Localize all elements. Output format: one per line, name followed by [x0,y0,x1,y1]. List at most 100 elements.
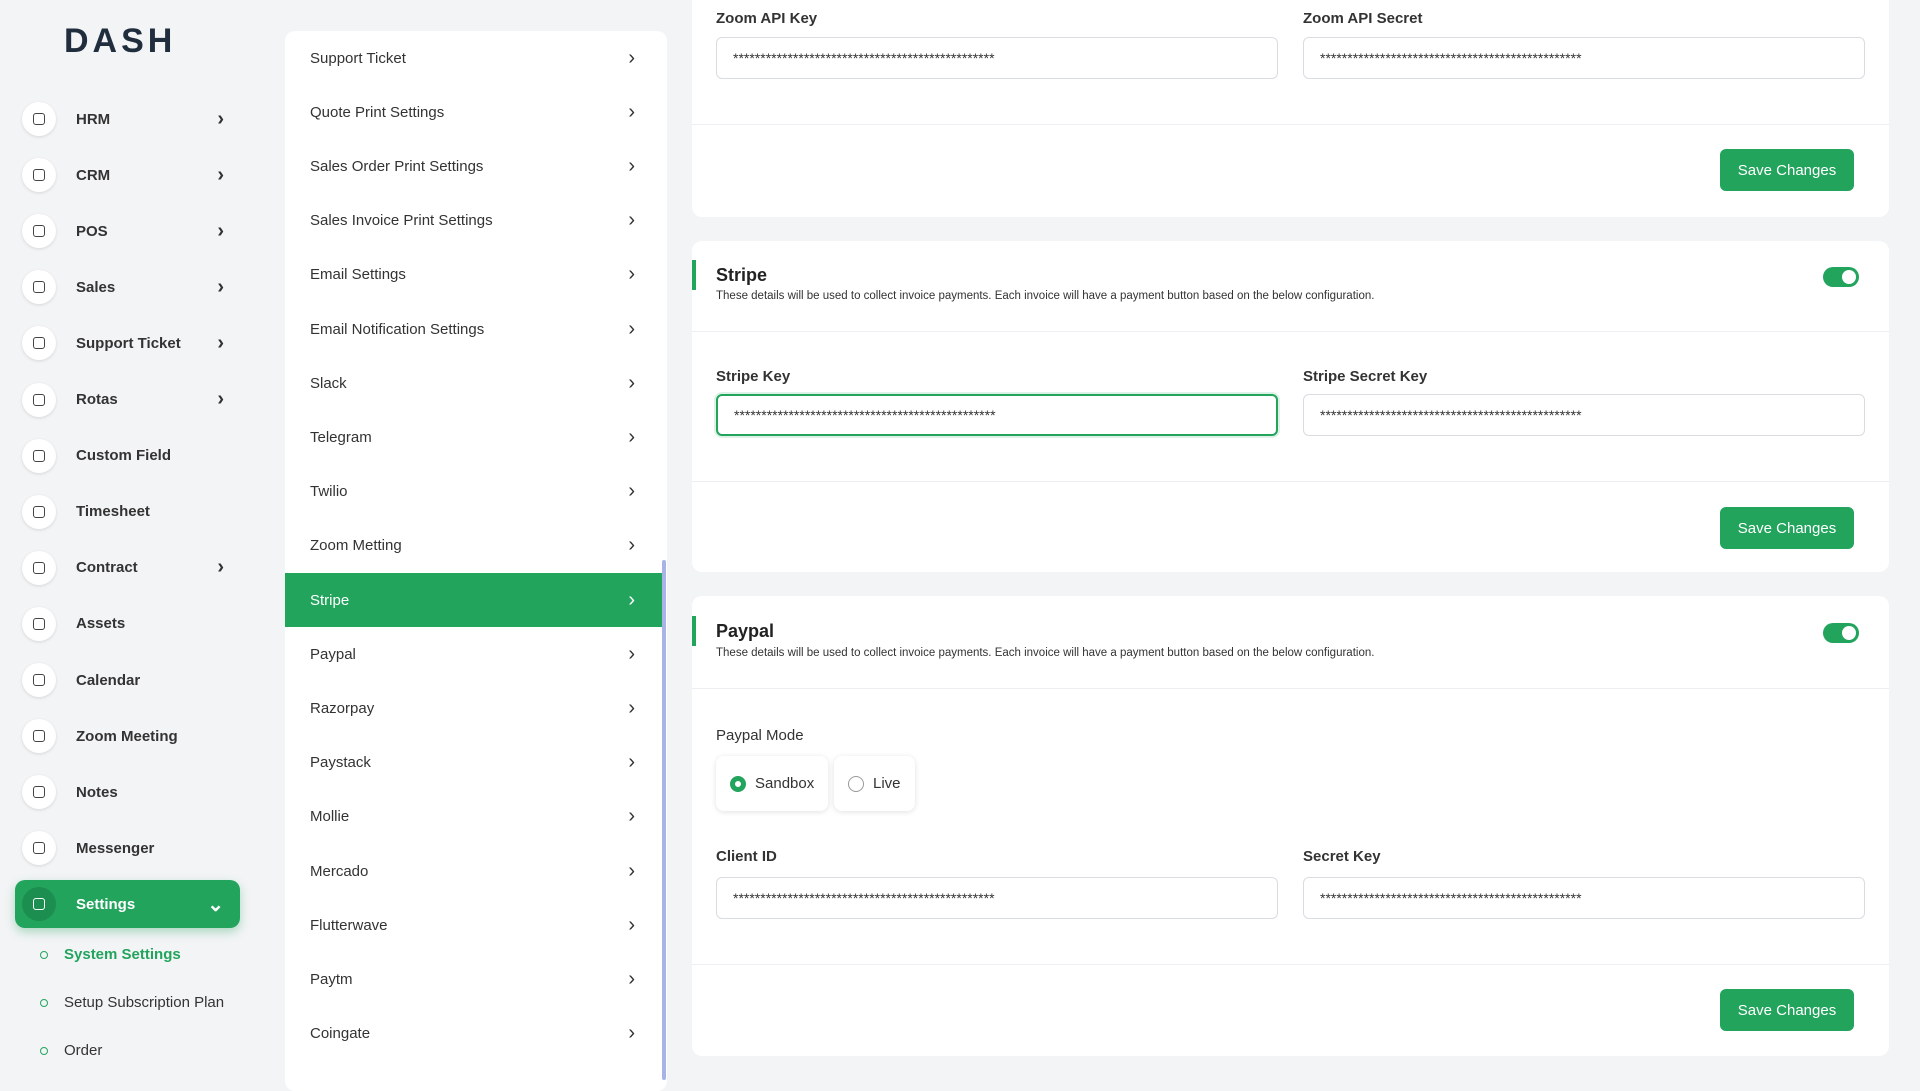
icon-glyph [33,113,45,125]
chevron: › [628,100,635,123]
menu-item[interactable]: Timesheet [15,488,240,536]
nav-label: Mollie [310,808,350,826]
input[interactable]: ****************************************… [716,394,1278,436]
chevron: › [628,263,635,286]
icon [22,438,56,473]
icon-glyph [33,842,45,855]
nav-item[interactable]: Flutterwave › [285,898,663,952]
menu-item[interactable]: Calendar [15,656,240,704]
nav-label: Coingate [310,1025,371,1043]
menu-item[interactable]: POS › [15,207,240,255]
icon [22,719,56,754]
chevron: › [217,388,224,410]
menu-item[interactable]: Contract › [15,544,240,592]
menu-item[interactable]: Assets [15,600,240,648]
nav-item[interactable]: Zoom Metting › [285,519,663,573]
chevron: › [628,46,635,69]
menu-label: Rotas [76,391,118,408]
submenu-item[interactable]: Order [40,1042,102,1059]
menu-item[interactable]: Rotas › [15,376,240,424]
chevron: › [628,696,635,719]
toggle[interactable] [1823,623,1859,643]
icon [22,102,56,136]
input[interactable]: ****************************************… [716,877,1278,919]
radio-button [730,775,746,792]
nav-item[interactable]: Stripe › [285,573,663,627]
nav-item[interactable]: Paypal › [285,627,663,681]
card-description: These details will be used to collect in… [716,290,1375,302]
card-description: These details will be used to collect in… [716,647,1375,659]
nav-label: Quote Print Settings [310,103,445,121]
nav-label: Razorpay [310,699,375,717]
submenu-item[interactable]: System Settings [40,946,181,963]
menu-item[interactable]: Sales › [15,263,240,311]
nav-label: Twilio [310,483,348,501]
divider [692,331,1889,332]
logo[interactable]: DASH [64,22,177,60]
paypal-card: Paypal These details will be used to col… [692,596,1889,1056]
chevron: › [628,534,635,557]
menu-item[interactable]: CRM › [15,151,240,199]
submenu-item[interactable]: Setup Subscription Plan [40,994,224,1011]
chevron: › [217,163,224,186]
menu-item[interactable]: Messenger [15,824,240,872]
label: Stripe Secret Key [1303,368,1428,385]
radio-option[interactable]: Sandbox [716,756,829,811]
save-button[interactable]: Save Changes [1720,989,1854,1031]
nav-item[interactable]: Coingate › [285,1007,663,1061]
menu-item[interactable]: Settings ⌄ [15,880,240,929]
nav-item[interactable]: Sales Invoice Print Settings › [285,194,663,248]
nav-item[interactable]: Support Ticket › [285,31,663,85]
nav-label: Support Ticket [310,49,406,67]
menu-item[interactable]: Custom Field [15,432,240,480]
nav-label: Paypal [310,645,356,663]
icon-glyph [33,169,45,182]
nav-item[interactable]: Email Settings › [285,248,663,302]
input[interactable]: ****************************************… [1303,877,1865,919]
save-button[interactable]: Save Changes [1720,507,1854,549]
nav-label: Slack [310,374,347,392]
nav-item[interactable]: Paystack › [285,736,663,790]
nav-item[interactable]: Slack › [285,356,663,410]
radio-option[interactable]: Live [834,756,915,811]
menu-item[interactable]: HRM › [15,95,240,143]
input[interactable]: ****************************************… [1303,394,1865,436]
nav-item[interactable]: Paytm › [285,952,663,1006]
input[interactable]: ****************************************… [716,37,1278,79]
radio-button [848,775,864,792]
toggle[interactable] [1823,267,1859,287]
icon [22,606,56,641]
nav-item[interactable]: Mercado › [285,844,663,898]
menu-label: Zoom Meeting [76,727,178,745]
icon [22,326,56,361]
label: Client ID [716,848,777,865]
chevron: › [217,331,224,354]
nav-item[interactable]: Telegram › [285,410,663,464]
chevron: › [217,556,224,579]
nav-item[interactable]: Razorpay › [285,681,663,735]
menu-item[interactable]: Zoom Meeting [15,712,240,760]
menu-label: POS [76,222,108,240]
menu-label: Settings [76,895,136,913]
nav-label: Sales Invoice Print Settings [310,212,493,230]
nav-item[interactable]: Sales Order Print Settings › [285,139,663,193]
nav-item[interactable]: Email Notification Settings › [285,302,663,356]
label: Zoom API Key [716,10,818,27]
stripe-card: Stripe These details will be used to col… [692,241,1889,572]
menu-item[interactable]: Notes [15,768,240,816]
chevron: › [628,371,635,394]
nav-label: Flutterwave [310,916,388,934]
nav-item[interactable]: Quote Print Settings › [285,85,663,139]
icon [22,663,56,697]
input[interactable]: ****************************************… [1303,37,1865,79]
icon [22,214,56,249]
divider [692,481,1889,482]
menu-item[interactable]: Support Ticket › [15,319,240,367]
icon [22,831,56,866]
nav-item[interactable]: Mollie › [285,790,663,844]
save-button[interactable]: Save Changes [1720,149,1854,191]
label: Stripe Key [716,368,791,385]
nav-item[interactable]: Twilio › [285,465,663,519]
icon-glyph [33,337,45,350]
